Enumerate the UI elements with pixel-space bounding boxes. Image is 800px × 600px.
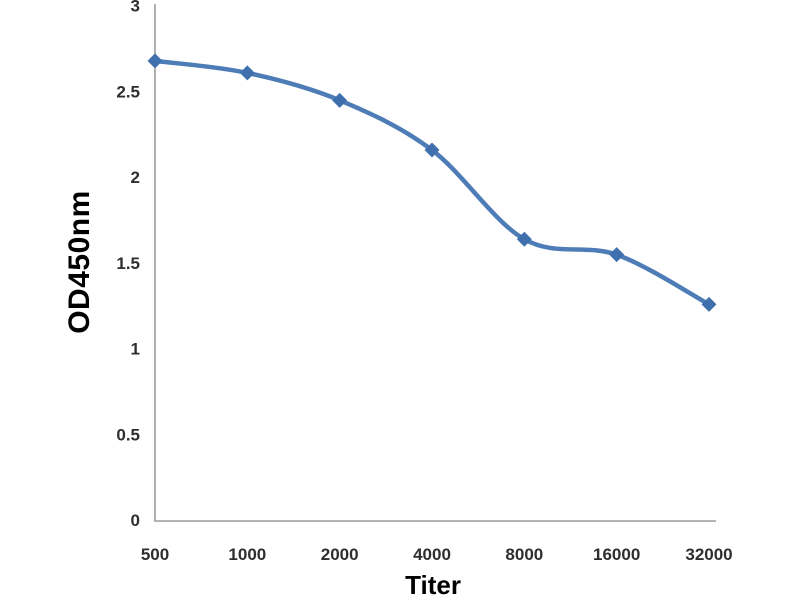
x-tick-label: 32000 bbox=[685, 545, 732, 564]
data-point-marker bbox=[609, 247, 625, 263]
data-point-marker bbox=[239, 65, 255, 81]
y-tick-label: 1.5 bbox=[116, 254, 140, 273]
y-tick-label: 3 bbox=[131, 0, 140, 16]
series-line bbox=[152, 58, 712, 307]
y-tick-label: 1 bbox=[131, 340, 140, 359]
x-axis-title: Titer bbox=[405, 570, 461, 600]
x-tick-label: 8000 bbox=[505, 545, 543, 564]
y-tick-label: 0 bbox=[131, 511, 140, 530]
y-tick-label: 2 bbox=[131, 168, 140, 187]
y-tick-label: 2.5 bbox=[116, 82, 140, 101]
data-point-marker bbox=[332, 92, 348, 108]
x-tick-label: 16000 bbox=[593, 545, 640, 564]
y-axis-title: OD450nm bbox=[63, 190, 96, 334]
data-point-marker bbox=[424, 142, 440, 158]
data-point-marker bbox=[516, 231, 532, 247]
x-tick-label: 500 bbox=[141, 545, 169, 564]
data-point-marker bbox=[701, 296, 717, 312]
y-tick-label: 0.5 bbox=[116, 425, 140, 444]
x-tick-label: 4000 bbox=[413, 545, 451, 564]
x-tick-label: 2000 bbox=[321, 545, 359, 564]
data-point-marker bbox=[147, 53, 163, 69]
x-tick-label: 1000 bbox=[228, 545, 266, 564]
